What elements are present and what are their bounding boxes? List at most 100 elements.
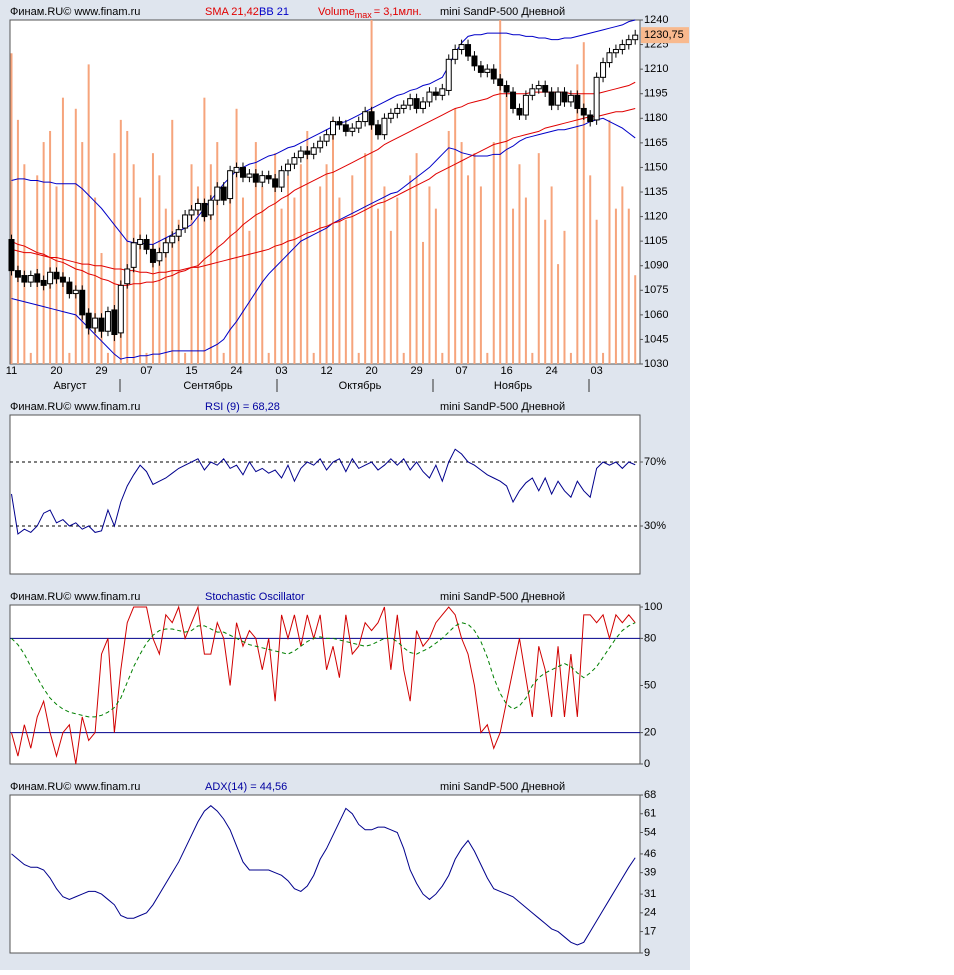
month-label: Сентябрь	[183, 380, 233, 392]
volume-bar	[94, 197, 97, 364]
candle-body	[484, 68, 491, 73]
candle-body	[432, 91, 439, 96]
candle-body	[246, 173, 253, 178]
candle-body	[175, 229, 182, 237]
candle-body	[561, 91, 568, 103]
candle-body	[522, 94, 529, 116]
candle-body	[182, 214, 189, 229]
volume-bar	[544, 219, 547, 364]
candle-body	[194, 202, 201, 211]
candle-body	[104, 311, 111, 332]
candle-body	[111, 309, 118, 336]
candle-body	[8, 239, 15, 272]
volume-bar	[241, 197, 244, 364]
candle-body	[207, 199, 214, 216]
candle-body	[284, 163, 291, 172]
candle-body	[471, 55, 478, 67]
month-label: Август	[53, 380, 86, 392]
y-tick-label: 1075	[644, 284, 668, 296]
x-tick-label: 20	[365, 365, 377, 377]
volume-bar	[550, 186, 553, 364]
volume-bar	[113, 153, 116, 364]
candle-body	[47, 271, 54, 285]
candle-body	[548, 91, 555, 106]
candle-body	[72, 289, 79, 295]
candle-body	[362, 111, 369, 123]
y-tick-label: 70%	[644, 456, 666, 468]
volume-bar	[61, 97, 64, 364]
candle-body	[149, 248, 156, 263]
candle-body	[426, 91, 433, 103]
candle-body	[439, 88, 446, 96]
volume-bar	[569, 352, 572, 364]
volume-bar	[614, 208, 617, 364]
volume-bar	[357, 352, 360, 364]
candle-body	[394, 107, 401, 114]
volume-bar	[267, 352, 270, 364]
volume-bar	[415, 153, 418, 364]
candle-body	[278, 170, 285, 188]
volume-bar	[325, 164, 328, 364]
month-label: Октябрь	[339, 380, 382, 392]
y-tick-label: 1045	[644, 333, 668, 345]
volume-bar	[422, 241, 425, 364]
plot-area	[9, 794, 641, 954]
x-tick-label: 24	[545, 365, 557, 377]
candle-body	[317, 140, 324, 149]
volume-bar	[563, 230, 566, 364]
candle-body	[40, 279, 47, 286]
volume-bar	[293, 197, 296, 364]
candle-body	[497, 78, 504, 87]
volume-bar	[524, 197, 527, 364]
candle-body	[612, 48, 619, 54]
candle-body	[387, 112, 394, 119]
y-tick-label: 9	[644, 947, 650, 959]
volume-bar	[184, 352, 187, 364]
candle-body	[130, 242, 137, 268]
candle-body	[606, 52, 613, 64]
indicator-label: Stochastic Oscillator	[205, 591, 305, 603]
candle-body	[323, 134, 330, 142]
volume-bar	[627, 208, 630, 364]
indicator-label: ADX(14) = 44,56	[205, 781, 287, 793]
volume-bar	[222, 352, 225, 364]
candle-body	[98, 317, 105, 332]
candle-body	[291, 157, 298, 165]
volume-bar	[344, 219, 347, 364]
instrument-label: mini SandP-500 Дневной	[440, 401, 565, 413]
y-tick-label: 1150	[644, 161, 668, 173]
volume-bar	[492, 142, 495, 364]
y-tick-label: 20	[644, 727, 656, 739]
y-tick-label: 100	[644, 601, 662, 613]
candle-body	[587, 114, 594, 123]
volume-bar	[602, 352, 605, 364]
volume-bar	[119, 119, 122, 364]
candle-body	[490, 68, 497, 80]
volume-bar	[370, 20, 373, 364]
candle-body	[220, 186, 227, 201]
candle-body	[188, 209, 195, 216]
volume-bar	[479, 186, 482, 364]
volume-label-max: = 3,1млн.	[374, 6, 422, 18]
candle-body	[336, 121, 343, 126]
candle-body	[477, 65, 484, 73]
volume-bar	[158, 175, 161, 364]
candle-body	[272, 178, 279, 188]
y-tick-label: 17	[644, 925, 656, 937]
candle-body	[580, 107, 587, 116]
x-tick-label: 24	[230, 365, 242, 377]
candle-body	[59, 276, 66, 283]
instrument-label: mini SandP-500 Дневной	[440, 591, 565, 603]
volume-bar	[434, 208, 437, 364]
volume-bar	[216, 142, 219, 364]
volume-bar	[608, 119, 611, 364]
candle-body	[233, 166, 240, 173]
volume-bar	[332, 119, 334, 364]
candle-body	[413, 98, 420, 109]
volume-label: Volumemax = 3,1млн.	[318, 6, 422, 20]
chart-background: Финам.RU© www.finam.ru mini SandP-500 Дне…	[0, 0, 690, 970]
volume-bar	[100, 253, 103, 364]
month-label: Ноябрь	[494, 380, 532, 392]
candle-body	[92, 317, 99, 329]
volume-bar	[139, 197, 142, 364]
